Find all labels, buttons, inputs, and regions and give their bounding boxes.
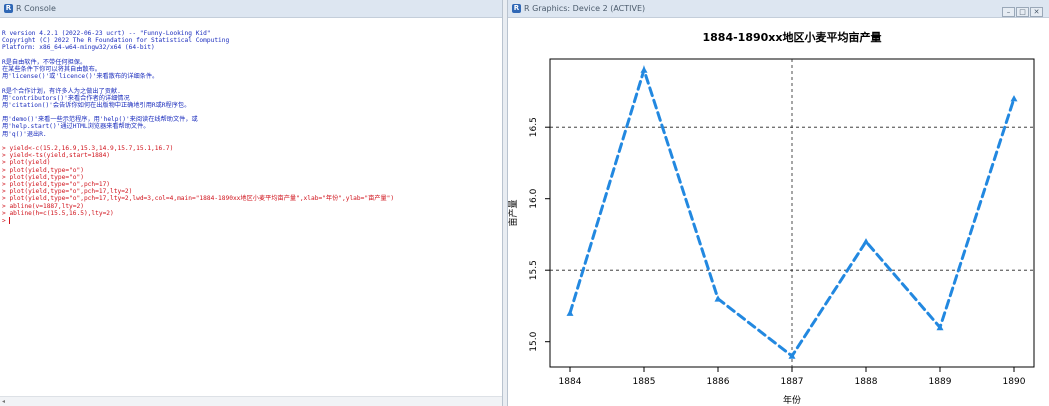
- console-line: > abline(h=c(15.5,16.5),lty=2): [2, 209, 114, 217]
- console-prompt[interactable]: >: [2, 216, 496, 225]
- console-line: > plot(yield,type="o"): [2, 173, 84, 181]
- plot-box: [549, 58, 1035, 368]
- y-tick-label: 15.0: [529, 331, 539, 351]
- x-axis-label: 年份: [783, 394, 801, 406]
- console-line: R version 4.2.1 (2022-06-23 ucrt) -- "Fu…: [2, 30, 211, 37]
- horizontal-scrollbar[interactable]: ◂: [0, 396, 502, 406]
- console-line: > plot(yield,type="o",pch=17): [2, 180, 111, 188]
- r-graphics-window[interactable]: R R Graphics: Device 2 (ACTIVE) – □ ✕ 1884…: [507, 0, 1049, 406]
- x-tick-label: 1885: [633, 377, 656, 387]
- console-line: > abline(v=1887,lty=2): [2, 202, 84, 210]
- x-tick-label: 1888: [855, 377, 878, 387]
- x-tick-label: 1890: [1003, 377, 1026, 387]
- console-line: R是个合作计划，有许多人为之做出了贡献.: [2, 87, 121, 95]
- data-point-triangle: [566, 309, 574, 316]
- data-point-triangle: [714, 295, 722, 302]
- console-line: [2, 52, 496, 59]
- data-point-triangle: [640, 66, 648, 73]
- text-cursor: [9, 216, 11, 224]
- y-tick-label: 15.5: [529, 260, 539, 280]
- r-console-window[interactable]: R R Console R version 4.2.1 (2022-06-23 …: [0, 0, 503, 406]
- maximize-button[interactable]: □: [1016, 7, 1029, 17]
- r-logo-icon: R: [512, 4, 521, 13]
- console-output[interactable]: R version 4.2.1 (2022-06-23 ucrt) -- "Fu…: [2, 30, 496, 396]
- data-point-triangle: [788, 352, 796, 359]
- console-line: R是自由软件，不带任何担保。: [2, 58, 87, 66]
- console-titlebar[interactable]: R R Console: [0, 0, 502, 18]
- console-line: 用'demo()'来看一些示范程序，用'help()'来阅读在线帮助文件，或: [2, 116, 198, 124]
- console-line: > yield<-c(15.2,16.9,15.3,14.9,15.7,15.1…: [2, 145, 174, 152]
- chart-title: 1884-1890xx地区小麦平均亩产量: [703, 30, 882, 44]
- y-tick-label: 16.5: [529, 117, 539, 137]
- console-line: [2, 80, 496, 87]
- data-point-triangle: [1010, 95, 1018, 102]
- console-line: > plot(yield): [2, 159, 51, 167]
- window-controls: – □ ✕: [1001, 3, 1043, 17]
- plot-canvas: 1884 1885 1886 1887 1888 1889 1890 15.0 15.5 16.0…: [508, 30, 1035, 406]
- console-title: R Console: [16, 4, 56, 13]
- r-logo-icon: R: [4, 4, 13, 13]
- graphics-titlebar[interactable]: R R Graphics: Device 2 (ACTIVE) – □ ✕: [508, 0, 1049, 18]
- console-line: 用'citation()'会告诉你如何在出版物中正确地引用R或R程序包。: [2, 101, 191, 109]
- console-line: 用'help.start()'通过HTML浏览器来看帮助文件。: [2, 123, 150, 131]
- console-line: 用'q()'退出R.: [2, 130, 47, 138]
- prompt-symbol: >: [2, 217, 10, 225]
- console-line: > plot(yield,type="o"): [2, 166, 84, 174]
- close-button[interactable]: ✕: [1030, 7, 1043, 17]
- console-line: 用'contributors()'来看合作者的详细情况: [2, 94, 130, 102]
- console-line: 用'license()'或'licence()'来看散布的详细条件。: [2, 73, 159, 81]
- console-line: > plot(yield,type="o",pch=17,lty=2,lwd=3…: [2, 195, 395, 203]
- x-tick-label: 1889: [929, 377, 952, 387]
- data-point-triangle: [862, 238, 870, 245]
- x-tick-label: 1884: [559, 377, 582, 387]
- console-line: [2, 138, 496, 145]
- console-line: Platform: x86_64-w64-mingw32/x64 (64-bit…: [2, 44, 155, 52]
- console-line: 在某些条件下你可以将其自由散布。: [2, 65, 101, 73]
- console-line: Copyright (C) 2022 The R Foundation for …: [2, 37, 230, 45]
- graphics-title: R Graphics: Device 2 (ACTIVE): [524, 4, 646, 13]
- x-tick-label: 1887: [781, 377, 804, 387]
- y-tick-label: 16.0: [529, 188, 539, 208]
- console-line: > plot(yield,type="o",pch=17,lty=2): [2, 188, 133, 196]
- minimize-button[interactable]: –: [1002, 7, 1015, 17]
- x-tick-label: 1886: [707, 377, 730, 387]
- scroll-left-arrow-icon[interactable]: ◂: [2, 398, 6, 405]
- console-line: > yield<-ts(yield,start=1884): [2, 152, 111, 160]
- data-point-triangle: [936, 323, 944, 331]
- y-axis-label: 亩产量: [508, 199, 519, 226]
